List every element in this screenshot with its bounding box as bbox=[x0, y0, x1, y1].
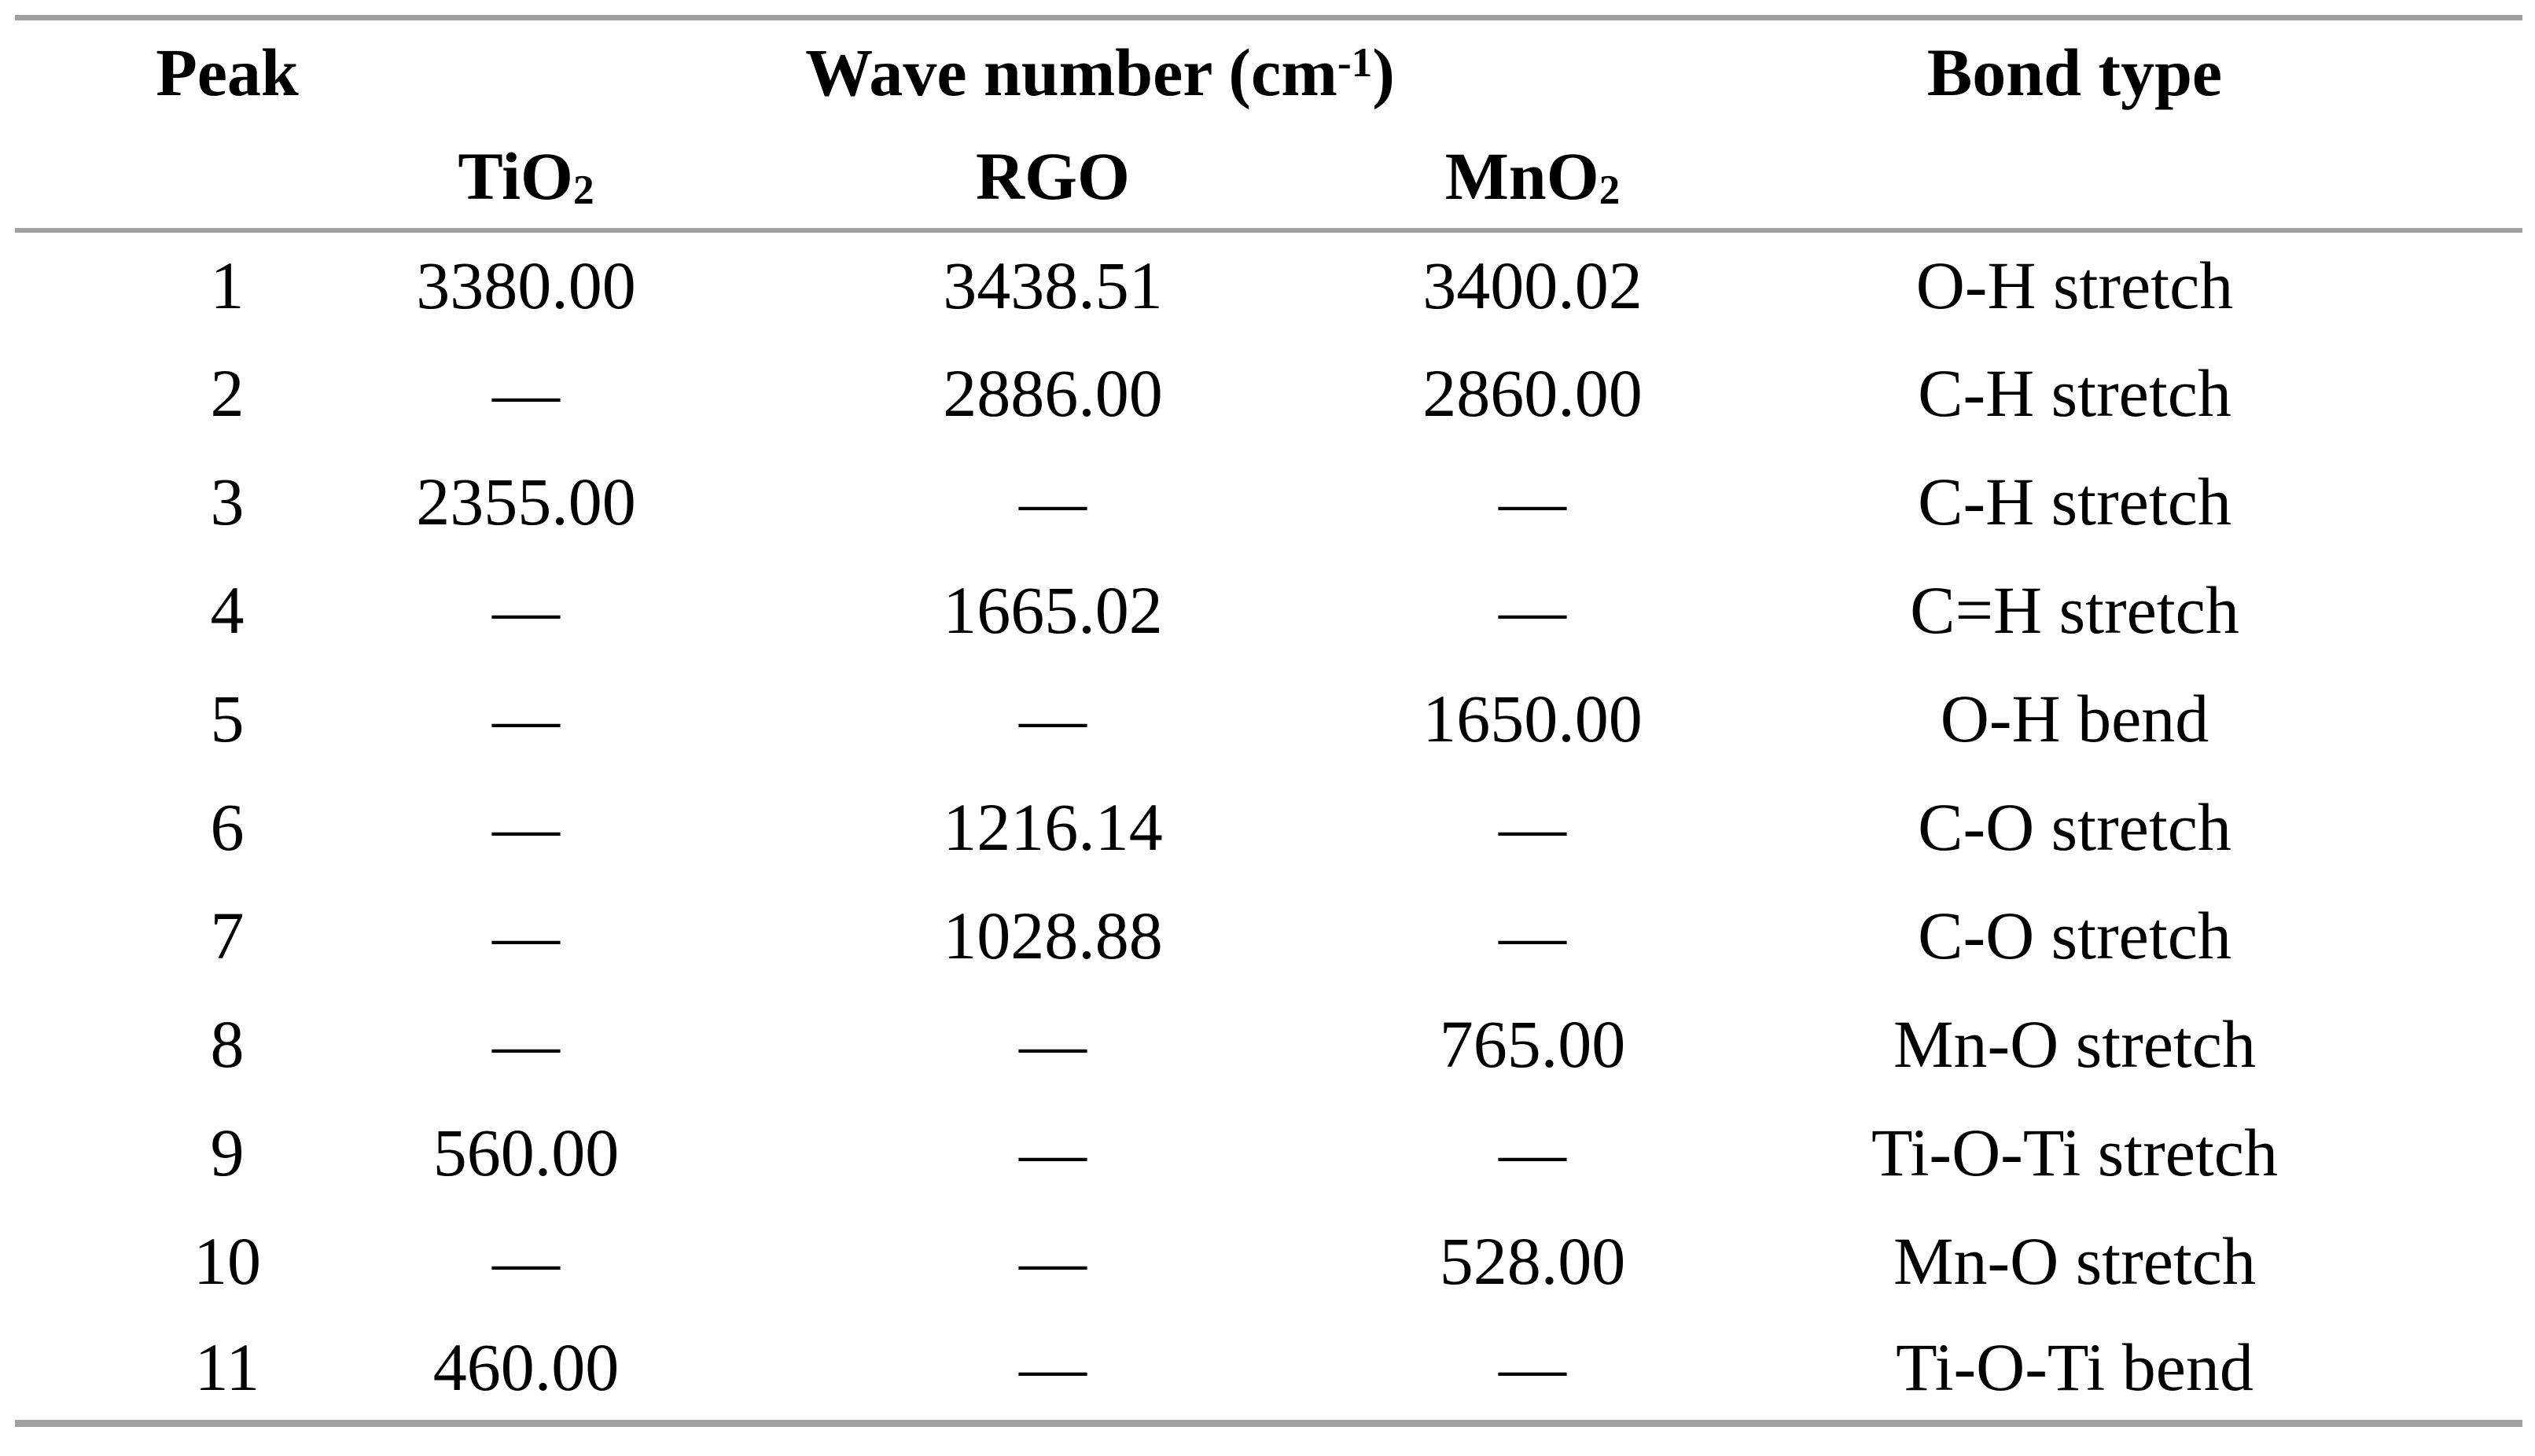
tio2-value-cell: 560.00 bbox=[432, 1114, 620, 1190]
peak-number-cell: 7 bbox=[210, 897, 245, 973]
bond-type-cell: Ti-O-Ti bend bbox=[1896, 1329, 2254, 1406]
subheader-mno2: MnO2 bbox=[1383, 123, 1823, 233]
mno2-text: MnO bbox=[1444, 138, 1599, 214]
bond-type-cell: Mn-O stretch bbox=[1893, 1223, 2256, 1299]
rgo-value-cell: 1665.02 bbox=[943, 572, 1163, 648]
tio2-text: TiO bbox=[458, 138, 573, 214]
tio2-value-cell: — bbox=[492, 897, 560, 973]
peak-number-cell: 2 bbox=[210, 355, 245, 431]
rgo-value-cell: 1216.14 bbox=[943, 789, 1163, 865]
rgo-value-cell: — bbox=[1019, 1006, 1087, 1082]
mno2-value-cell: — bbox=[1499, 572, 1566, 648]
table-body: 1 3380.00 3438.51 3400.02 O-H stretch 2 … bbox=[15, 230, 2522, 1424]
ftir-peaks-table: Peak Wave number (cm-1) Bond type TiO2 R… bbox=[15, 15, 2522, 1427]
rgo-value-cell: 2886.00 bbox=[943, 355, 1163, 431]
bond-type-cell: C=H stretch bbox=[1910, 572, 2239, 648]
rgo-value-cell: — bbox=[1019, 1223, 1087, 1299]
mno2-value-cell: 3400.02 bbox=[1422, 248, 1643, 323]
table-row: 4 — 1665.02 — C=H stretch bbox=[15, 556, 2522, 664]
mno2-value-cell: — bbox=[1499, 1114, 1566, 1190]
wave-number-suffix: ) bbox=[1372, 34, 1395, 110]
peak-number-cell: 9 bbox=[210, 1114, 245, 1190]
subheader-empty-right bbox=[1823, 123, 2522, 233]
peak-number-cell: 6 bbox=[210, 789, 245, 865]
subheader-tio2: TiO2 bbox=[377, 123, 723, 233]
peak-number-cell: 11 bbox=[194, 1329, 260, 1406]
column-header-peak: Peak bbox=[156, 34, 299, 110]
peak-number-cell: 8 bbox=[210, 1006, 245, 1082]
mno2-value-cell: 765.00 bbox=[1439, 1006, 1626, 1082]
table-row: 6 — 1216.14 — C-O stretch bbox=[15, 773, 2522, 881]
table-row: 3 2355.00 — — C-H stretch bbox=[15, 447, 2522, 556]
bond-type-cell: Ti-O-Ti stretch bbox=[1871, 1114, 2278, 1190]
table-row: 11 460.00 — — Ti-O-Ti bend bbox=[15, 1315, 2522, 1424]
rgo-value-cell: 3438.51 bbox=[943, 248, 1163, 323]
bond-type-cell: O-H stretch bbox=[1915, 248, 2234, 323]
bond-type-cell: Mn-O stretch bbox=[1893, 1006, 2256, 1082]
tio2-value-cell: — bbox=[492, 355, 560, 431]
mno2-value-cell: — bbox=[1499, 1329, 1566, 1406]
tio2-value-cell: 2355.00 bbox=[416, 463, 636, 539]
tio2-value-cell: — bbox=[492, 572, 560, 648]
peak-number-cell: 1 bbox=[210, 248, 245, 323]
bond-type-cell: C-H stretch bbox=[1918, 355, 2231, 431]
mno2-value-cell: 1650.00 bbox=[1422, 680, 1643, 756]
table-row: 5 — — 1650.00 O-H bend bbox=[15, 664, 2522, 773]
mno2-value-cell: 528.00 bbox=[1439, 1223, 1626, 1299]
mno2-value-cell: — bbox=[1499, 789, 1566, 865]
header-row-main: Peak Wave number (cm-1) Bond type bbox=[15, 18, 2522, 124]
subheader-rgo: RGO bbox=[723, 123, 1383, 233]
tio2-value-cell: 460.00 bbox=[432, 1329, 620, 1406]
rgo-value-cell: — bbox=[1019, 1114, 1087, 1190]
subheader-empty-left bbox=[15, 123, 377, 233]
rgo-value-cell: — bbox=[1019, 463, 1087, 539]
column-header-wave-number: Wave number (cm-1) bbox=[377, 18, 1823, 124]
peak-number-cell: 4 bbox=[210, 572, 245, 648]
peak-number-cell: 5 bbox=[210, 680, 245, 756]
table-row: 7 — 1028.88 — C-O stretch bbox=[15, 881, 2522, 990]
peak-number-cell: 3 bbox=[210, 463, 245, 539]
mno2-value-cell: — bbox=[1499, 463, 1566, 539]
header-row-materials: TiO2 RGO MnO2 bbox=[15, 123, 2522, 233]
tio2-subscript: 2 bbox=[572, 165, 594, 213]
bond-type-cell: C-H stretch bbox=[1918, 463, 2231, 539]
table-row: 9 560.00 — — Ti-O-Ti stretch bbox=[15, 1098, 2522, 1207]
rgo-value-cell: 1028.88 bbox=[943, 897, 1163, 973]
wave-number-superscript: -1 bbox=[1337, 38, 1373, 86]
tio2-value-cell: — bbox=[492, 789, 560, 865]
table-row: 8 — — 765.00 Mn-O stretch bbox=[15, 990, 2522, 1098]
tio2-value-cell: 3380.00 bbox=[416, 248, 636, 323]
peak-number-cell: 10 bbox=[193, 1223, 261, 1299]
table-row: 2 — 2886.00 2860.00 C-H stretch bbox=[15, 339, 2522, 447]
rgo-value-cell: — bbox=[1019, 680, 1087, 756]
rgo-value-cell: — bbox=[1019, 1329, 1087, 1406]
table-header: Peak Wave number (cm-1) Bond type TiO2 R… bbox=[15, 18, 2522, 233]
column-header-bond-type: Bond type bbox=[1926, 34, 2223, 110]
table-row: 10 — — 528.00 Mn-O stretch bbox=[15, 1207, 2522, 1315]
bond-type-cell: C-O stretch bbox=[1918, 897, 2231, 973]
bond-type-cell: C-O stretch bbox=[1918, 789, 2231, 865]
tio2-value-cell: — bbox=[492, 1223, 560, 1299]
table-row: 1 3380.00 3438.51 3400.02 O-H stretch bbox=[15, 230, 2522, 339]
mno2-subscript: 2 bbox=[1599, 165, 1621, 213]
tio2-value-cell: — bbox=[492, 1006, 560, 1082]
mno2-value-cell: 2860.00 bbox=[1422, 355, 1643, 431]
mno2-value-cell: — bbox=[1499, 897, 1566, 973]
tio2-value-cell: — bbox=[492, 680, 560, 756]
wave-number-text: Wave number (cm bbox=[805, 34, 1337, 110]
bond-type-cell: O-H bend bbox=[1940, 680, 2209, 756]
